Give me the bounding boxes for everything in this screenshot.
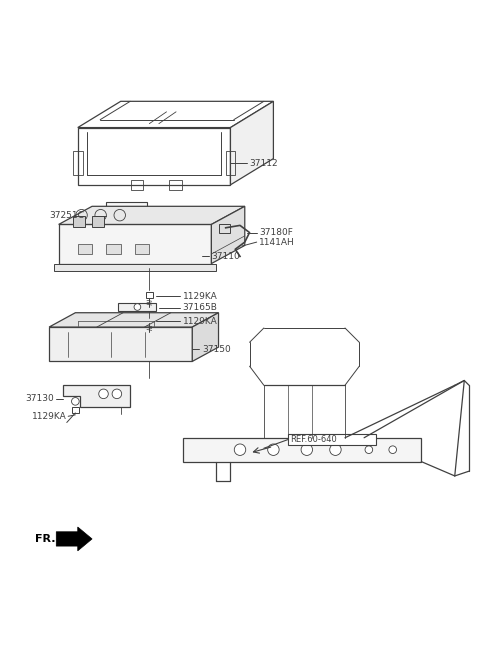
Circle shape [268,444,279,455]
Text: 37110: 37110 [211,252,240,261]
Bar [73,152,83,175]
Polygon shape [59,206,245,224]
Bar [72,407,79,413]
Polygon shape [192,313,218,361]
Text: 1129KA: 1129KA [183,317,217,326]
Text: 37112: 37112 [250,159,278,168]
Polygon shape [183,438,421,462]
Text: 37251C: 37251C [49,211,84,220]
Circle shape [389,446,396,453]
Bar [218,224,230,233]
Bar [54,264,216,271]
Circle shape [365,446,372,453]
Text: REF.60-640: REF.60-640 [290,435,337,444]
Bar [145,318,153,323]
Bar [118,302,156,312]
Bar [169,180,181,190]
Bar [107,245,120,254]
Bar [111,211,118,218]
Polygon shape [211,206,245,264]
Bar [49,327,192,361]
Bar [107,201,147,223]
Bar [73,216,85,227]
Circle shape [99,389,108,399]
Polygon shape [78,101,274,127]
Bar [59,224,211,264]
Text: 37165B: 37165B [183,304,217,312]
Text: 1129KA: 1129KA [183,291,217,300]
Bar [145,292,153,298]
Circle shape [301,444,312,455]
Polygon shape [56,527,92,551]
Circle shape [330,444,341,455]
Circle shape [134,304,141,310]
Text: 37130: 37130 [25,394,54,403]
Text: 1141AH: 1141AH [259,237,295,247]
Text: 1129KA: 1129KA [33,412,67,420]
Bar [135,245,149,254]
Text: 37150: 37150 [202,345,230,354]
Circle shape [112,389,121,399]
Bar [288,434,376,445]
Polygon shape [230,101,274,185]
Circle shape [234,444,246,455]
Polygon shape [63,385,130,407]
Circle shape [72,398,79,405]
Polygon shape [49,313,218,327]
Bar [92,216,104,227]
Bar [125,211,132,218]
Bar [226,152,235,175]
Bar [131,180,144,190]
Text: 37180F: 37180F [259,228,293,237]
Bar [78,245,92,254]
Text: FR.: FR. [35,534,55,544]
Bar [78,127,230,185]
